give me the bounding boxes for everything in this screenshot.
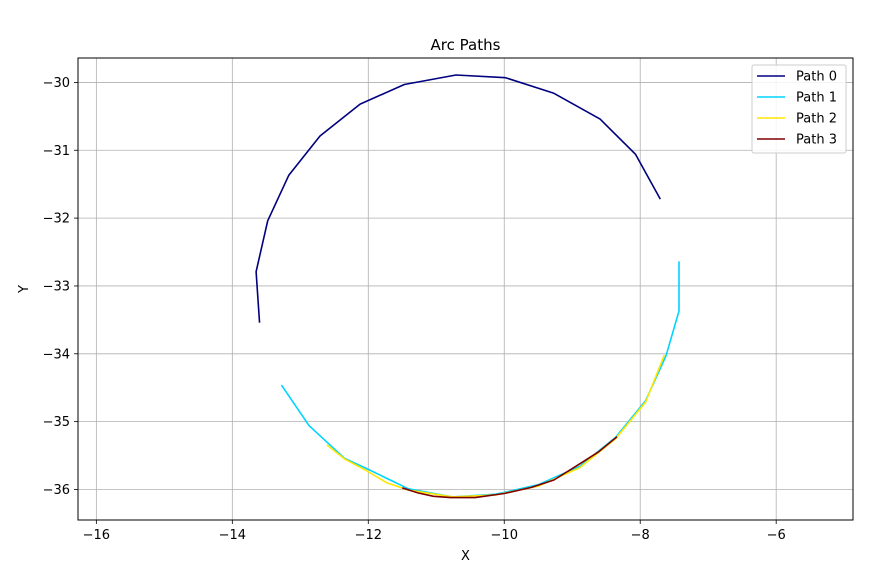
plot-frame <box>77 57 854 521</box>
x-tick-label: −12 <box>355 528 382 543</box>
legend-label-path-0: Path 0 <box>796 70 837 85</box>
series-line-path-2 <box>326 354 666 498</box>
y-tick-label: −30 <box>43 76 70 91</box>
legend-label-path-2: Path 2 <box>796 112 837 127</box>
y-tick-label: −36 <box>43 483 70 498</box>
x-tick-label: −14 <box>219 528 246 543</box>
y-tick-label: −31 <box>43 144 70 159</box>
y-tick-label: −34 <box>43 347 70 362</box>
x-tick-label: −10 <box>491 528 518 543</box>
y-tick-label: −33 <box>43 279 70 294</box>
y-axis-label: Y <box>17 285 32 294</box>
grid-lines <box>78 58 853 520</box>
y-tick-label: −35 <box>43 415 70 430</box>
y-tick-label: −32 <box>43 212 70 227</box>
x-tick-label: −8 <box>631 528 650 543</box>
legend-label-path-1: Path 1 <box>796 91 837 106</box>
x-tick-label: −6 <box>767 528 786 543</box>
legend-box <box>751 64 847 154</box>
series-line-path-0 <box>255 74 661 323</box>
plot-area <box>78 58 853 520</box>
legend: Path 0 Path 1 Path 2 Path 3 <box>751 64 847 154</box>
series-line-path-3 <box>401 436 618 499</box>
legend-label-path-3: Path 3 <box>796 133 837 148</box>
series-lines <box>255 74 680 499</box>
axis-ticks: −16 −14 −12 −10 −8 −6 −30 −31 −32 −33 −34 −35 −36 <box>43 76 786 543</box>
chart-title: Arc Paths <box>431 36 501 54</box>
x-tick-label: −16 <box>83 528 110 543</box>
x-axis-label: X <box>461 549 470 564</box>
